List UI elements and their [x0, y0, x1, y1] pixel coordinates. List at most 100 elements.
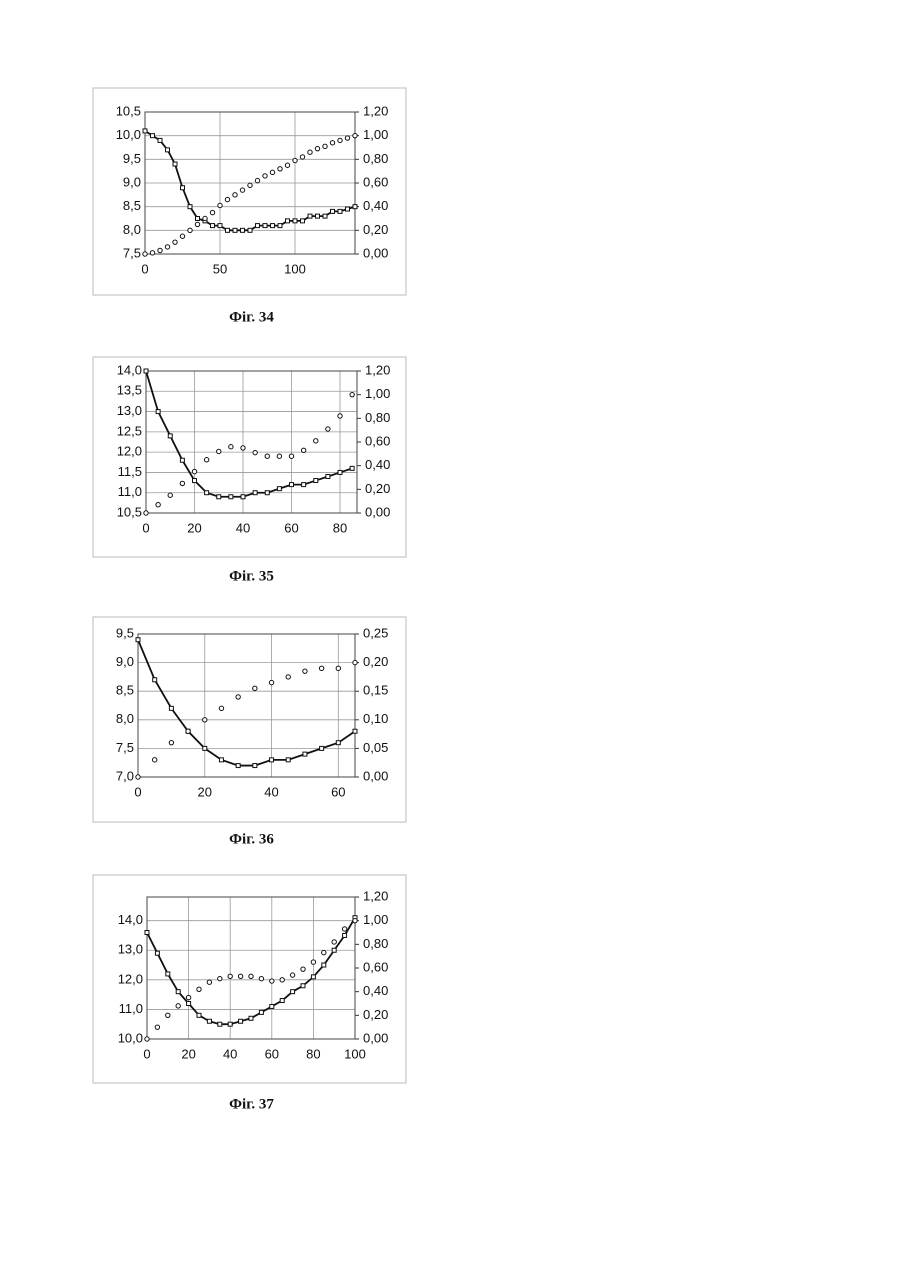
y-tick-label: 10,5	[116, 103, 141, 118]
page: 0501007,58,08,59,09,510,010,50,000,200,4…	[0, 0, 901, 1273]
circle-marker	[259, 976, 263, 980]
square-marker	[153, 678, 157, 682]
circle-marker	[240, 188, 244, 192]
y-tick-label: 14,0	[118, 912, 143, 927]
x-tick-label: 20	[198, 784, 212, 799]
y2-tick-label: 0,05	[363, 740, 388, 755]
y2-tick-label: 1,20	[363, 103, 388, 118]
circle-marker	[308, 150, 312, 154]
circle-marker	[301, 967, 305, 971]
document: 0501007,58,08,59,09,510,010,50,000,200,4…	[0, 0, 901, 1273]
circle-marker	[218, 203, 222, 207]
square-marker	[168, 434, 172, 438]
y-tick-label: 10,5	[117, 504, 142, 519]
y2-tick-label: 0,60	[363, 174, 388, 189]
square-marker	[290, 483, 294, 487]
x-tick-label: 80	[306, 1046, 320, 1061]
circle-marker	[249, 974, 253, 978]
data-line	[146, 371, 352, 497]
circle-marker	[229, 445, 233, 449]
y2-tick-label: 0,60	[363, 959, 388, 974]
square-marker	[293, 219, 297, 223]
square-marker	[353, 205, 357, 209]
y2-tick-label: 0,80	[363, 151, 388, 166]
circle-marker	[186, 995, 190, 999]
square-marker	[291, 990, 295, 994]
y-tick-label: 8,5	[123, 198, 141, 213]
y-tick-label: 13,0	[117, 403, 142, 418]
square-marker	[303, 752, 307, 756]
circle-marker	[241, 446, 245, 450]
y2-tick-label: 0,60	[365, 433, 390, 448]
circle-marker	[195, 222, 199, 226]
circle-marker	[270, 979, 274, 983]
circle-marker	[342, 927, 346, 931]
square-marker	[155, 951, 159, 955]
y-tick-label: 7,0	[116, 768, 134, 783]
y-tick-label: 13,0	[118, 942, 143, 957]
y2-tick-label: 0,20	[363, 222, 388, 237]
figure-caption: Фіг. 35	[229, 568, 274, 584]
y2-tick-label: 0,15	[363, 683, 388, 698]
square-marker	[229, 495, 233, 499]
circle-marker	[173, 240, 177, 244]
circle-marker	[300, 155, 304, 159]
square-marker	[280, 999, 284, 1003]
square-marker	[187, 1002, 191, 1006]
circle-marker	[338, 138, 342, 142]
square-marker	[145, 931, 149, 935]
circle-marker	[263, 174, 267, 178]
y2-tick-label: 0,40	[363, 198, 388, 213]
circle-marker	[166, 1013, 170, 1017]
square-marker	[301, 219, 305, 223]
y2-tick-label: 1,00	[365, 386, 390, 401]
circle-marker	[169, 740, 173, 744]
circle-marker	[353, 918, 357, 922]
circle-marker	[144, 511, 148, 515]
circle-marker	[280, 978, 284, 982]
y2-tick-label: 0,20	[363, 654, 388, 669]
circle-marker	[253, 450, 257, 454]
square-marker	[188, 205, 192, 209]
y2-tick-label: 0,00	[363, 1030, 388, 1045]
circle-marker	[192, 469, 196, 473]
plot-area	[146, 371, 357, 513]
circle-marker	[150, 251, 154, 255]
square-marker	[286, 758, 290, 762]
square-marker	[278, 224, 282, 228]
circle-marker	[158, 248, 162, 252]
circle-marker	[248, 183, 252, 187]
x-tick-label: 80	[333, 520, 347, 535]
square-marker	[169, 706, 173, 710]
circle-marker	[322, 950, 326, 954]
x-tick-label: 0	[142, 520, 149, 535]
circle-marker	[145, 1037, 149, 1041]
x-tick-label: 100	[284, 261, 306, 276]
circle-marker	[285, 163, 289, 167]
circle-marker	[207, 980, 211, 984]
square-marker	[336, 741, 340, 745]
circle-marker	[353, 133, 357, 137]
y-tick-label: 8,0	[116, 711, 134, 726]
square-marker	[331, 209, 335, 213]
circle-marker	[330, 141, 334, 145]
x-tick-label: 40	[223, 1046, 237, 1061]
square-marker	[136, 638, 140, 642]
circle-marker	[210, 210, 214, 214]
figure-caption: Фіг. 36	[229, 831, 274, 847]
circle-marker	[236, 695, 240, 699]
circle-marker	[176, 1004, 180, 1008]
square-marker	[343, 933, 347, 937]
figure-caption: Фіг. 37	[229, 1096, 274, 1112]
circle-marker	[332, 940, 336, 944]
square-marker	[176, 990, 180, 994]
square-marker	[197, 1013, 201, 1017]
circle-marker	[289, 454, 293, 458]
square-marker	[156, 410, 160, 414]
x-tick-label: 40	[264, 784, 278, 799]
square-marker	[253, 491, 257, 495]
y-tick-label: 11,0	[118, 484, 142, 499]
y-tick-label: 8,5	[116, 683, 134, 698]
circle-marker	[255, 178, 259, 182]
circle-marker	[270, 170, 274, 174]
